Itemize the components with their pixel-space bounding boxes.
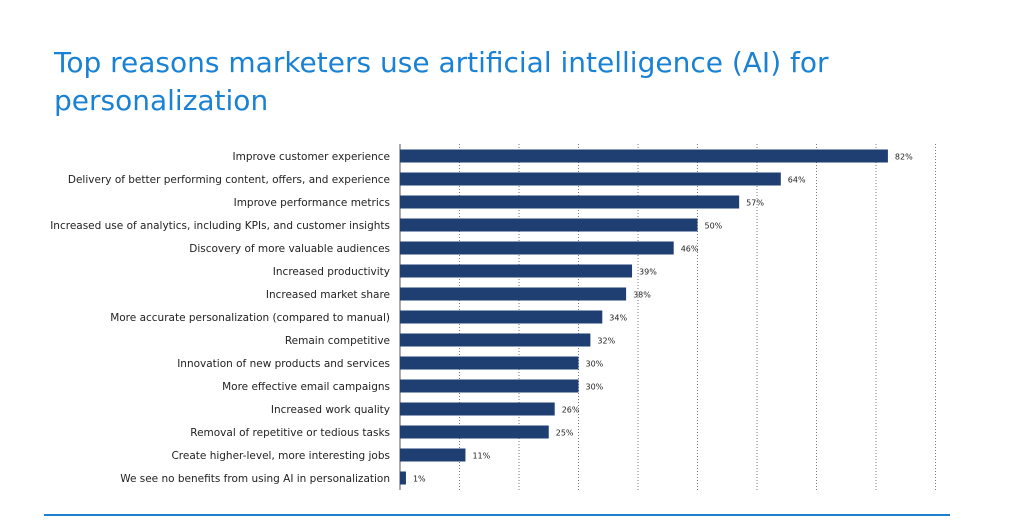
value-label: 1% bbox=[413, 475, 426, 484]
bar bbox=[400, 195, 740, 209]
category-label: Increased market share bbox=[266, 289, 390, 301]
bar bbox=[400, 264, 633, 278]
category-label: Improve customer experience bbox=[233, 151, 391, 163]
bottom-divider bbox=[44, 514, 950, 516]
category-label: Create higher-level, more interesting jo… bbox=[171, 450, 390, 462]
bar bbox=[400, 471, 406, 485]
bar bbox=[400, 310, 603, 324]
category-label: Improve performance metrics bbox=[234, 197, 390, 209]
value-label: 34% bbox=[609, 314, 627, 323]
category-label: Removal of repetitive or tedious tasks bbox=[190, 427, 390, 439]
category-label: Discovery of more valuable audiences bbox=[189, 243, 390, 255]
value-label: 26% bbox=[562, 406, 580, 415]
category-label: More accurate personalization (compared … bbox=[110, 312, 390, 324]
category-label: Increased use of analytics, including KP… bbox=[50, 220, 390, 232]
value-label: 57% bbox=[746, 199, 764, 208]
value-label: 11% bbox=[472, 452, 490, 461]
value-label: 32% bbox=[597, 337, 615, 346]
bar bbox=[400, 172, 781, 186]
value-label: 25% bbox=[556, 429, 574, 438]
bar bbox=[400, 448, 466, 462]
category-label: More effective email campaigns bbox=[222, 381, 390, 393]
bar bbox=[400, 149, 888, 163]
bar bbox=[400, 241, 674, 255]
value-label: 50% bbox=[705, 222, 723, 231]
value-label: 64% bbox=[788, 176, 806, 185]
value-label: 38% bbox=[633, 291, 651, 300]
bar bbox=[400, 379, 579, 393]
chart-title: Top reasons marketers use artificial int… bbox=[54, 46, 829, 117]
bar bbox=[400, 402, 555, 416]
value-label: 39% bbox=[639, 268, 657, 277]
category-label: Delivery of better performing content, o… bbox=[68, 174, 390, 186]
value-label: 30% bbox=[586, 360, 604, 369]
bar bbox=[400, 218, 698, 232]
value-label: 46% bbox=[681, 245, 699, 254]
value-label: 30% bbox=[586, 383, 604, 392]
category-label: Remain competitive bbox=[285, 335, 390, 347]
category-label: Innovation of new products and services bbox=[177, 358, 390, 370]
bar bbox=[400, 333, 591, 347]
bar bbox=[400, 425, 549, 439]
bar bbox=[400, 356, 579, 370]
bar bbox=[400, 287, 627, 301]
category-label: We see no benefits from using AI in pers… bbox=[120, 473, 390, 485]
category-label: Increased productivity bbox=[273, 266, 390, 278]
value-label: 82% bbox=[895, 153, 913, 162]
category-label: Increased work quality bbox=[271, 404, 390, 416]
